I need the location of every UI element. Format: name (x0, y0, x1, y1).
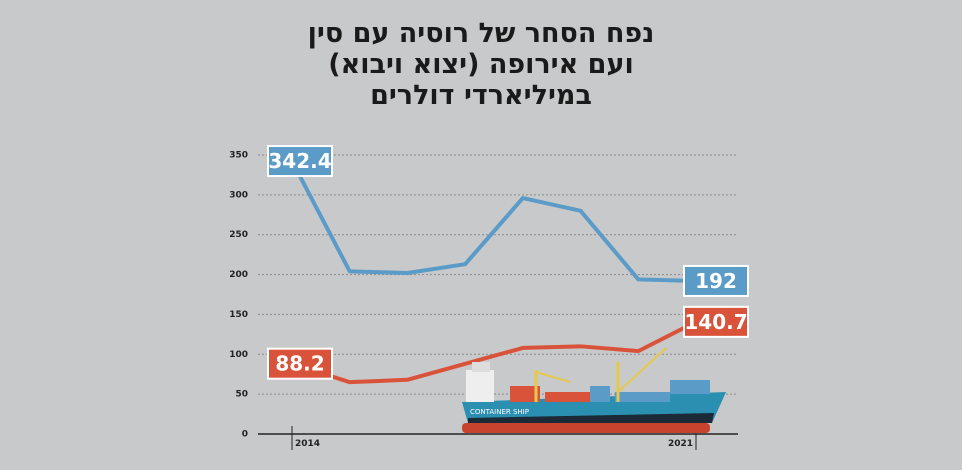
value-label: 88.2 (275, 352, 324, 376)
y-tick-label: 100 (229, 350, 248, 360)
value-labels: 342.4 192 88.2 140.7 (267, 145, 749, 380)
series-line (290, 160, 697, 283)
y-tick-label: 250 (229, 230, 248, 240)
y-tick-label: 150 (229, 310, 248, 320)
title-line: נפח הסחר של רוסיה עם סין (308, 18, 655, 49)
y-tick-label: 350 (229, 151, 248, 161)
title-line: ועם אירופה (יצוא ויבוא) (328, 49, 633, 80)
ship: CONTAINER SHIP (462, 347, 726, 433)
value-label: 342.4 (268, 149, 331, 173)
y-tick-label: 0 (242, 430, 248, 440)
lines (290, 160, 697, 385)
value-label: 192 (695, 269, 737, 293)
y-tick-label: 200 (229, 270, 248, 280)
x-tick-label: 2014 (295, 439, 320, 449)
ship-label: CONTAINER SHIP (470, 408, 529, 416)
value-label-box (683, 264, 749, 297)
value-label: 140.7 (684, 310, 747, 334)
y-tick-label: 50 (235, 390, 248, 400)
value-label-box (267, 145, 333, 178)
y-tick-label: 300 (229, 190, 248, 200)
x-tick-label: 2021 (668, 439, 693, 449)
series-line (291, 320, 697, 385)
value-label-box (683, 305, 749, 338)
value-label-box (267, 347, 333, 380)
title-line: במיליארדי דולרים (370, 80, 592, 111)
